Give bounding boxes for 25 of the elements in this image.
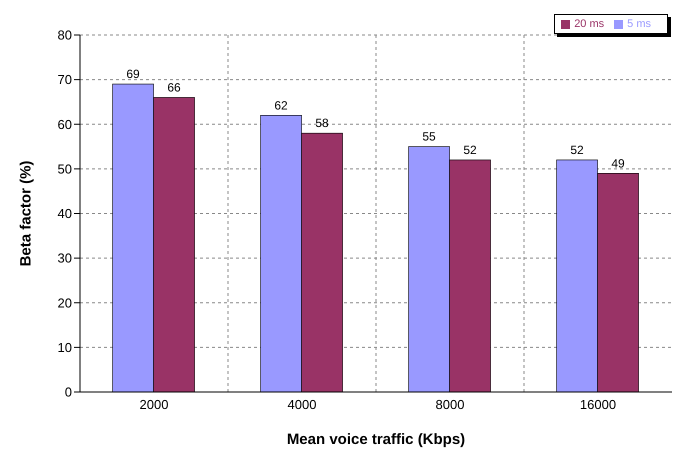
data-label: 49 — [611, 156, 626, 170]
data-label: 69 — [126, 67, 140, 82]
y-tick-label: 20 — [58, 295, 72, 310]
data-label: 66 — [167, 80, 182, 94]
data-label: 62 — [274, 98, 288, 112]
legend-label: 20 ms — [574, 18, 604, 30]
x-tick-label: 8000 — [436, 397, 464, 412]
x-tick-label: 4000 — [288, 397, 316, 412]
y-tick-label: 60 — [58, 116, 72, 132]
x-tick-label: 16000 — [580, 397, 616, 412]
y-tick-label: 80 — [58, 28, 72, 43]
data-label: 52 — [570, 142, 584, 157]
x-axis-title: Mean voice traffic (Kbps) — [286, 431, 466, 448]
y-tick-label: 30 — [58, 250, 72, 266]
data-label: 58 — [315, 116, 330, 130]
data-label: 55 — [422, 130, 436, 144]
y-tick-label: 70 — [58, 72, 72, 88]
y-axis-title: Beta factor (%) — [17, 160, 34, 266]
y-tick-label: 40 — [58, 206, 72, 222]
y-tick-label: 0 — [64, 384, 72, 400]
y-tick-label: 50 — [58, 161, 72, 176]
y-tick-label: 10 — [58, 340, 72, 355]
data-label: 52 — [463, 142, 478, 157]
legend-label: 5 ms — [627, 18, 651, 30]
x-tick-label: 2000 — [140, 397, 168, 412]
